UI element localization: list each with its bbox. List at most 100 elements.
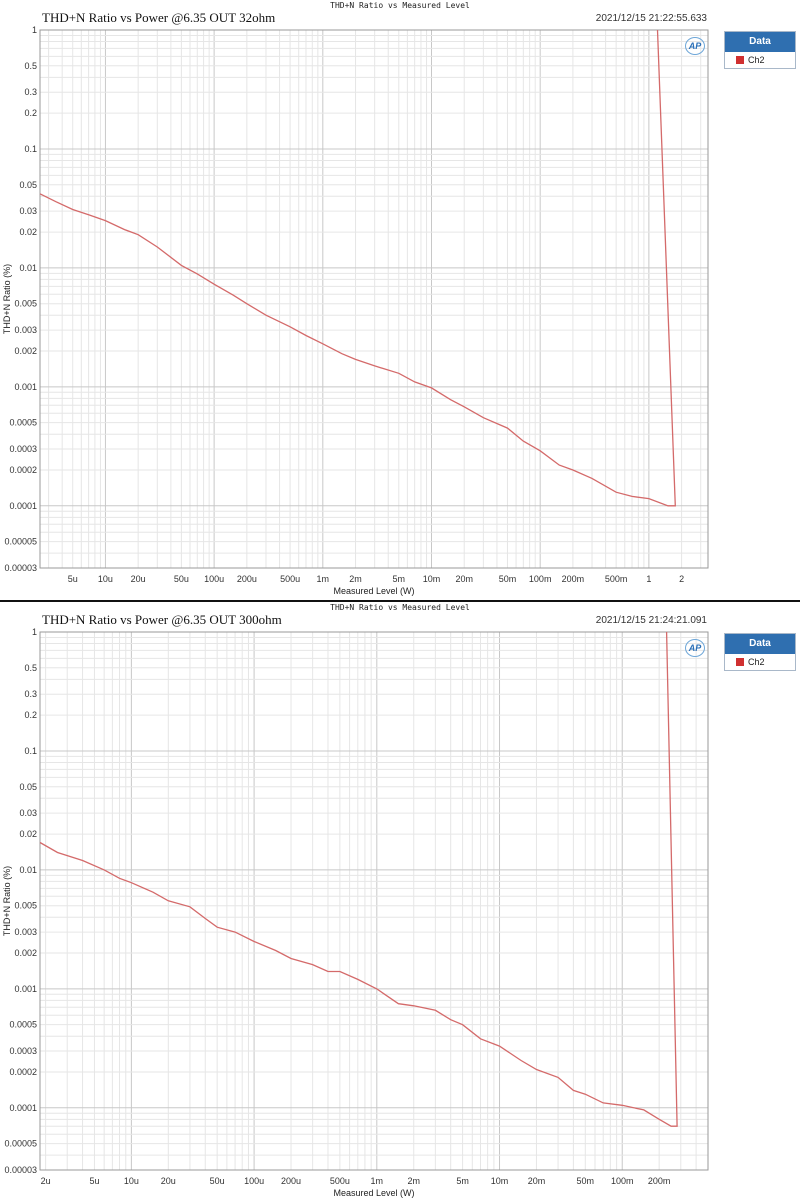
- x-tick-label: 500u: [330, 1176, 350, 1186]
- y-tick-label: 0.5: [24, 663, 37, 673]
- y-tick-label: 0.0001: [9, 1103, 37, 1113]
- x-tick-label: 50u: [174, 574, 189, 584]
- x-tick-label: 200u: [281, 1176, 301, 1186]
- y-tick-label: 0.03: [19, 206, 37, 216]
- x-tick-label: 500u: [280, 574, 300, 584]
- y-tick-label: 0.02: [19, 829, 37, 839]
- legend-label: Ch2: [748, 55, 765, 65]
- x-tick-label: 2u: [41, 1176, 51, 1186]
- y-tick-label: 0.1: [24, 144, 37, 154]
- plot-area: 1 0.5 0.3 0.2 0.1 0.05 0.03 0.02 0.01 0.005 0.003 0…: [2, 25, 709, 596]
- x-tick-label: 5u: [68, 574, 78, 584]
- y-axis-label: THD+N Ratio (%): [2, 264, 12, 334]
- x-tick-label: 20m: [528, 1176, 546, 1186]
- y-tick-label: 0.02: [19, 227, 37, 237]
- x-tick-label: 2m: [349, 574, 362, 584]
- y-tick-label: 0.05: [19, 180, 37, 190]
- y-tick-label: 0.03: [19, 808, 37, 818]
- y-tick-label: 0.00003: [4, 563, 37, 573]
- plot-area: 1 0.5 0.3 0.2 0.1 0.05 0.03 0.02 0.01 0.005 0.003 0…: [2, 627, 709, 1198]
- x-tick-label: 5m: [393, 574, 406, 584]
- x-tick-label: 200u: [237, 574, 257, 584]
- y-tick-label: 0.05: [19, 782, 37, 792]
- x-tick-label: 10u: [98, 574, 113, 584]
- y-tick-label: 0.2: [24, 710, 37, 720]
- y-tick-label: 0.0005: [9, 1020, 37, 1030]
- y-tick-label: 0.00005: [4, 537, 37, 547]
- x-tick-label: 1: [646, 574, 651, 584]
- legend-swatch: [736, 658, 744, 666]
- x-tick-label: 10m: [423, 574, 441, 584]
- x-tick-label: 100m: [611, 1176, 634, 1186]
- x-tick-label: 20u: [131, 574, 146, 584]
- legend: Data Ch2: [724, 31, 796, 69]
- x-tick-label: 100u: [244, 1176, 264, 1186]
- plot-frame: [39, 631, 709, 1171]
- timestamp: 2021/12/15 21:22:55.633: [595, 13, 707, 24]
- ap-logo-icon: AP: [685, 37, 705, 55]
- x-tick-label: 100m: [529, 574, 552, 584]
- panel-header: THD+N Ratio vs Measured Level: [330, 603, 470, 612]
- timestamp: 2021/12/15 21:24:21.091: [595, 615, 707, 626]
- x-tick-label: 50m: [499, 574, 517, 584]
- chart-panel-300ohm: THD+N Ratio vs Measured Level THD+N Rati…: [0, 600, 800, 1200]
- y-tick-label: 1: [32, 627, 37, 637]
- panel-header: THD+N Ratio vs Measured Level: [330, 1, 470, 10]
- x-tick-label: 100u: [204, 574, 224, 584]
- legend-title: Data: [725, 634, 795, 654]
- y-tick-label: 0.005: [14, 901, 37, 911]
- y-tick-label: 0.0002: [9, 1067, 37, 1077]
- y-tick-label: 0.5: [24, 61, 37, 71]
- y-tick-label: 0.3: [24, 689, 37, 699]
- y-tick-label: 0.00003: [4, 1165, 37, 1175]
- x-tick-label: 500m: [605, 574, 628, 584]
- y-tick-label: 0.00005: [4, 1139, 37, 1149]
- x-tick-label: 50m: [577, 1176, 595, 1186]
- y-tick-label: 0.003: [14, 325, 37, 335]
- x-tick-label: 10m: [491, 1176, 509, 1186]
- y-tick-label: 0.0002: [9, 465, 37, 475]
- legend-entry[interactable]: Ch2: [725, 654, 795, 670]
- y-tick-label: 0.01: [19, 263, 37, 273]
- x-tick-label: 5m: [456, 1176, 469, 1186]
- series-line-ch2: [39, 29, 676, 507]
- legend-title: Data: [725, 32, 795, 52]
- y-tick-label: 0.2: [24, 108, 37, 118]
- chart-title: THD+N Ratio vs Power @6.35 OUT 300ohm: [42, 612, 282, 627]
- y-tick-label: 0.3: [24, 87, 37, 97]
- y-tick-label: 0.0005: [9, 418, 37, 428]
- legend-entry[interactable]: Ch2: [725, 52, 795, 68]
- x-tick-label: 200m: [562, 574, 585, 584]
- y-tick-label: 0.001: [14, 382, 37, 392]
- legend-label: Ch2: [748, 657, 765, 667]
- x-tick-label: 20m: [455, 574, 473, 584]
- x-tick-label: 2m: [407, 1176, 420, 1186]
- y-tick-label: 0.005: [14, 299, 37, 309]
- y-tick-label: 1: [32, 25, 37, 35]
- series-line-ch2: [39, 631, 678, 1127]
- x-tick-label: 5u: [89, 1176, 99, 1186]
- chart-panel-32ohm: THD+N Ratio vs Measured Level THD+N Rati…: [0, 0, 800, 600]
- y-tick-label: 0.01: [19, 865, 37, 875]
- legend-swatch: [736, 56, 744, 64]
- x-tick-label: 200m: [648, 1176, 671, 1186]
- x-tick-label: 1m: [371, 1176, 384, 1186]
- y-tick-label: 0.1: [24, 746, 37, 756]
- x-tick-label: 2: [679, 574, 684, 584]
- y-axis-label: THD+N Ratio (%): [2, 866, 12, 936]
- y-tick-label: 0.001: [14, 984, 37, 994]
- x-tick-label: 10u: [124, 1176, 139, 1186]
- y-tick-label: 0.003: [14, 927, 37, 937]
- y-tick-label: 0.0001: [9, 501, 37, 511]
- y-tick-label: 0.0003: [9, 444, 37, 454]
- x-axis-label: Measured Level (W): [333, 586, 414, 596]
- y-tick-label: 0.002: [14, 346, 37, 356]
- x-axis-label: Measured Level (W): [333, 1188, 414, 1198]
- chart-title: THD+N Ratio vs Power @6.35 OUT 32ohm: [42, 10, 276, 25]
- y-tick-label: 0.0003: [9, 1046, 37, 1056]
- legend: Data Ch2: [724, 633, 796, 671]
- plot-frame: [39, 29, 709, 569]
- x-tick-label: 50u: [210, 1176, 225, 1186]
- x-tick-label: 20u: [161, 1176, 176, 1186]
- x-tick-label: 1m: [317, 574, 330, 584]
